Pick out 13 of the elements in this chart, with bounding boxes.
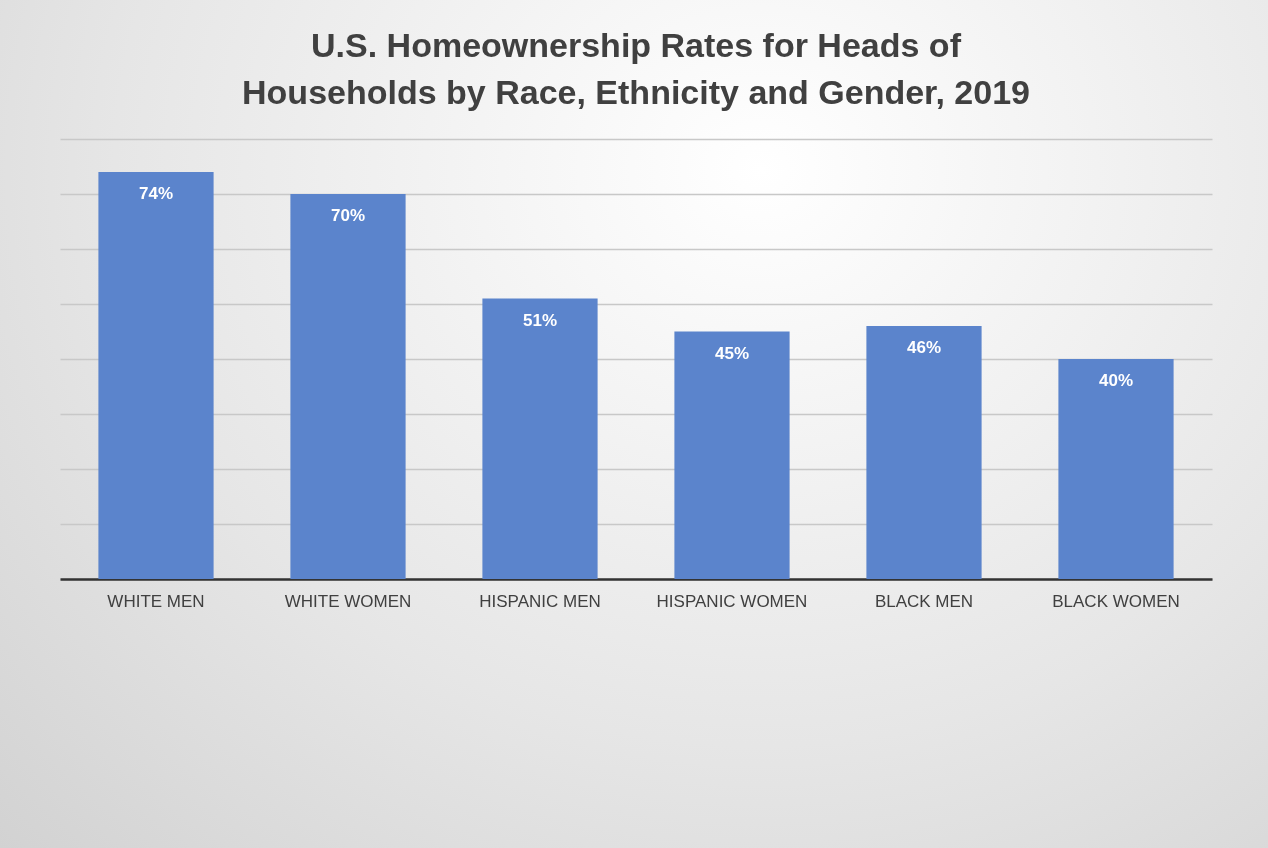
data-label: 70% bbox=[330, 206, 366, 225]
x-tick-label: WHITE MEN bbox=[107, 591, 205, 611]
data-label: 46% bbox=[906, 338, 942, 357]
data-label: 45% bbox=[714, 343, 750, 363]
x-tick-label: HISPANIC MEN bbox=[479, 591, 601, 611]
x-tick-label: WHITE WOMEN bbox=[284, 591, 412, 611]
x-tick-label: BLACK WOMEN bbox=[1052, 591, 1180, 611]
data-label: 74% bbox=[138, 184, 174, 203]
data-label: 40% bbox=[1098, 371, 1134, 390]
x-tick-label: HISPANIC WOMEN bbox=[656, 591, 808, 611]
chart-title: U.S. Homeownership Rates for Heads of Households by Race, Ethnicity and Gender, 2019 bbox=[242, 26, 1030, 111]
data-label: 51% bbox=[522, 310, 558, 330]
x-tick-label: BLACK MEN bbox=[874, 591, 974, 611]
